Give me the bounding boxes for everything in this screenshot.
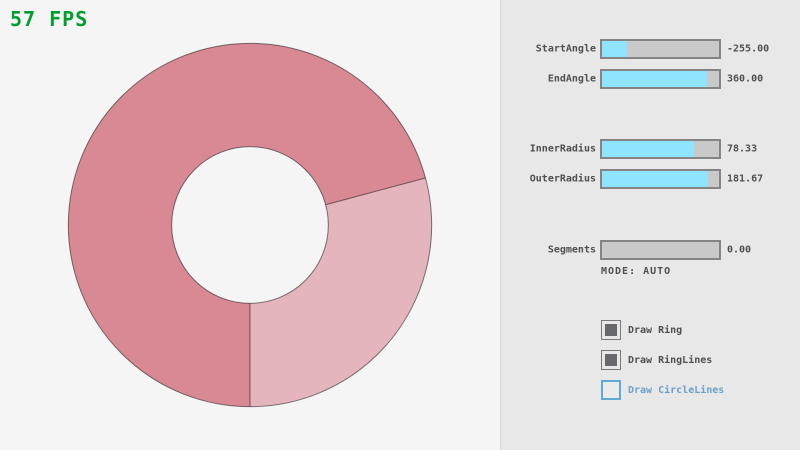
draw-circlelines-checkbox-label: Draw CircleLines [628,384,725,396]
segments-value: 0.00 [727,244,752,256]
start-angle-slider-fill [602,41,628,57]
draw-ring-checkbox-label: Draw Ring [628,324,683,336]
inner-radius-label: InnerRadius [529,143,596,155]
draw-ring-checkbox-row: Draw Ring [601,320,682,340]
draw-circlelines-checkbox[interactable] [601,380,621,400]
segments-mode-text: MODE: AUTO [601,266,672,277]
outer-radius-value: 181.67 [727,173,764,185]
outer-radius-label: OuterRadius [529,173,596,185]
draw-ring-checkbox[interactable] [601,320,621,340]
segments-slider[interactable] [600,240,721,260]
end-angle-row: EndAngle 360.00 [501,69,800,89]
draw-ringlines-checkbox-row: Draw RingLines [601,350,712,370]
draw-circlelines-checkbox-row: Draw CircleLines [601,380,724,400]
end-angle-value: 360.00 [727,73,764,85]
draw-ringlines-checkbox[interactable] [601,350,621,370]
inner-radius-slider[interactable] [600,139,721,159]
ring-sector-overlap [68,43,426,407]
outer-radius-slider-fill [602,171,709,187]
end-angle-slider-fill [602,71,708,87]
ring-chart [67,42,433,408]
fps-counter: 57 FPS [10,7,89,31]
draw-ringlines-checkbox-label: Draw RingLines [628,354,713,366]
end-angle-slider[interactable] [600,69,721,89]
control-panel: StartAngle -255.00 EndAngle 360.00 Inner… [500,0,800,450]
segments-row: Segments 0.00 [501,240,800,260]
inner-radius-value: 78.33 [727,143,758,155]
start-angle-label: StartAngle [535,43,596,55]
start-angle-slider[interactable] [600,39,721,59]
outer-radius-slider[interactable] [600,169,721,189]
segments-label: Segments [547,244,596,256]
inner-radius-row: InnerRadius 78.33 [501,139,800,159]
start-angle-value: -255.00 [727,43,770,55]
ring-startcap-line [325,177,426,206]
inner-radius-slider-fill [602,141,694,157]
ring-inner-outline [171,146,329,304]
end-angle-label: EndAngle [547,73,596,85]
start-angle-row: StartAngle -255.00 [501,39,800,59]
outer-radius-row: OuterRadius 181.67 [501,169,800,189]
ring-sector-single [250,177,432,407]
